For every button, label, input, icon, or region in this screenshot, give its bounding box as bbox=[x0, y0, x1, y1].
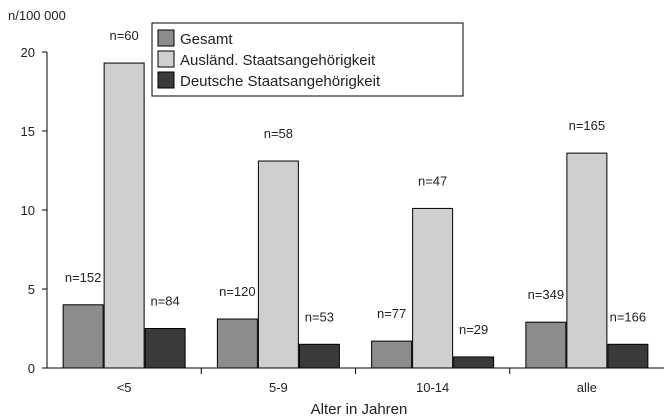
x-tick-label: <5 bbox=[117, 380, 132, 395]
legend-swatch bbox=[157, 71, 175, 89]
legend-entry: Gesamt bbox=[180, 31, 233, 48]
y-axis-label: n/100 000 bbox=[8, 8, 66, 23]
bar-data-label: n=84 bbox=[150, 294, 179, 309]
y-tick-label: 15 bbox=[21, 124, 35, 139]
legend-entry: Ausländ. Staatsangehörigkeit bbox=[180, 52, 376, 69]
y-tick-label: 20 bbox=[21, 45, 35, 60]
bar-gesamt bbox=[371, 340, 413, 369]
bar-deutsche-staatsangeh-rigkeit bbox=[453, 356, 495, 369]
bar-data-label: n=29 bbox=[459, 322, 488, 337]
legend-swatch bbox=[157, 50, 175, 68]
x-tick-label: alle bbox=[577, 380, 597, 395]
bar-gesamt bbox=[216, 318, 258, 369]
bar-data-label: n=58 bbox=[264, 126, 293, 141]
x-tick-label: 5-9 bbox=[269, 380, 288, 395]
bar-ausl-nd-staatsangeh-rigkeit bbox=[103, 62, 145, 369]
y-ticks: 0 5 10 15 20 bbox=[21, 45, 47, 376]
bar-data-label: n=47 bbox=[418, 173, 447, 188]
y-tick-label: 0 bbox=[28, 361, 35, 376]
legend-entry: Deutsche Staatsangehörigkeit bbox=[180, 73, 381, 90]
bar-data-label: n=120 bbox=[219, 284, 256, 299]
bar-data-label: n=165 bbox=[569, 118, 606, 133]
bar-data-label: n=166 bbox=[610, 309, 647, 324]
bar-gesamt bbox=[525, 321, 567, 369]
bar-gesamt bbox=[62, 304, 104, 369]
bar-deutsche-staatsangeh-rigkeit bbox=[298, 343, 340, 369]
legend-box bbox=[151, 22, 464, 97]
bar-ausl-nd-staatsangeh-rigkeit bbox=[412, 207, 454, 369]
bar-data-label: n=152 bbox=[65, 270, 102, 285]
bar-data-label: n=349 bbox=[528, 287, 565, 302]
bar-ausl-nd-staatsangeh-rigkeit bbox=[566, 152, 608, 369]
bar-labels: n=152 n=60 n=84 n=120 n=58 n=53 n=77 n=47 n=29 n=… bbox=[65, 28, 646, 337]
x-axis-label: Alter in Jahren bbox=[311, 401, 408, 418]
bars bbox=[62, 62, 649, 369]
bar-data-label: n=77 bbox=[377, 306, 406, 321]
legend: Gesamt Ausländ. Staatsangehörigkeit Deutsc… bbox=[151, 22, 464, 97]
bar-deutsche-staatsangeh-rigkeit bbox=[144, 328, 186, 369]
bar-deutsche-staatsangeh-rigkeit bbox=[607, 343, 649, 369]
y-tick-label: 10 bbox=[21, 203, 35, 218]
legend-swatch bbox=[157, 29, 175, 47]
x-ticks: <5 5-9 10-14 alle bbox=[117, 368, 597, 395]
bar-data-label: n=60 bbox=[109, 28, 138, 43]
y-tick-label: 5 bbox=[28, 282, 35, 297]
bar-data-label: n=53 bbox=[305, 309, 334, 324]
x-tick-label: 10-14 bbox=[416, 380, 449, 395]
bar-ausl-nd-staatsangeh-rigkeit bbox=[257, 160, 299, 369]
